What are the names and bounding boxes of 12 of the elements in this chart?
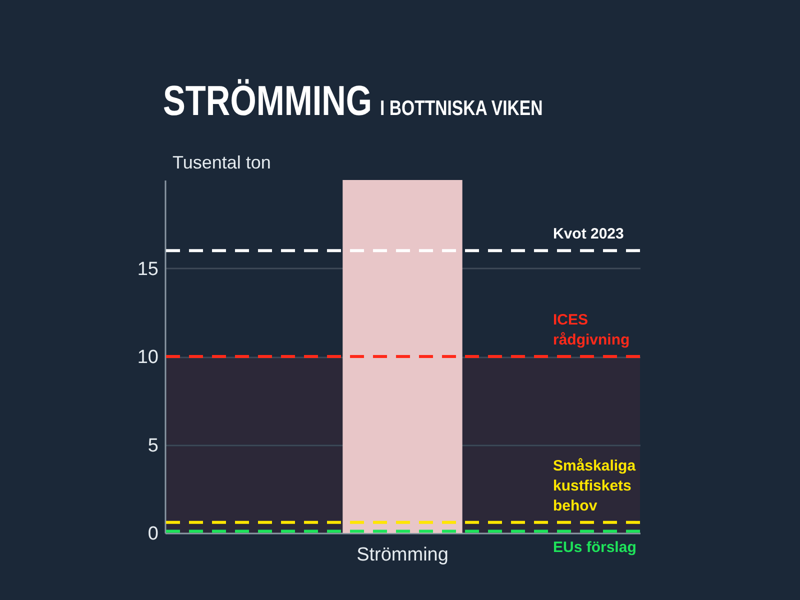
y-tick-label: 5 <box>148 435 158 456</box>
x-tick-label: Strömming <box>356 544 448 566</box>
chart-title: STRÖMMING <box>163 77 372 124</box>
y-axis-title: Tusental ton <box>172 152 271 172</box>
ref-line-label: Småskaliga kustfiskets behov <box>553 457 636 514</box>
ref-line-label: EUs förslag <box>553 539 636 556</box>
y-tick-label: 15 <box>137 258 158 280</box>
y-tick-label: 0 <box>148 524 158 544</box>
ref-line-label: Kvot 2023 <box>553 226 624 243</box>
ref-line-label: ICES rådgivning <box>553 312 630 348</box>
y-tick-label: 10 <box>137 347 158 368</box>
chart-subtitle: I BOTTNISKA VIKEN <box>380 97 543 120</box>
